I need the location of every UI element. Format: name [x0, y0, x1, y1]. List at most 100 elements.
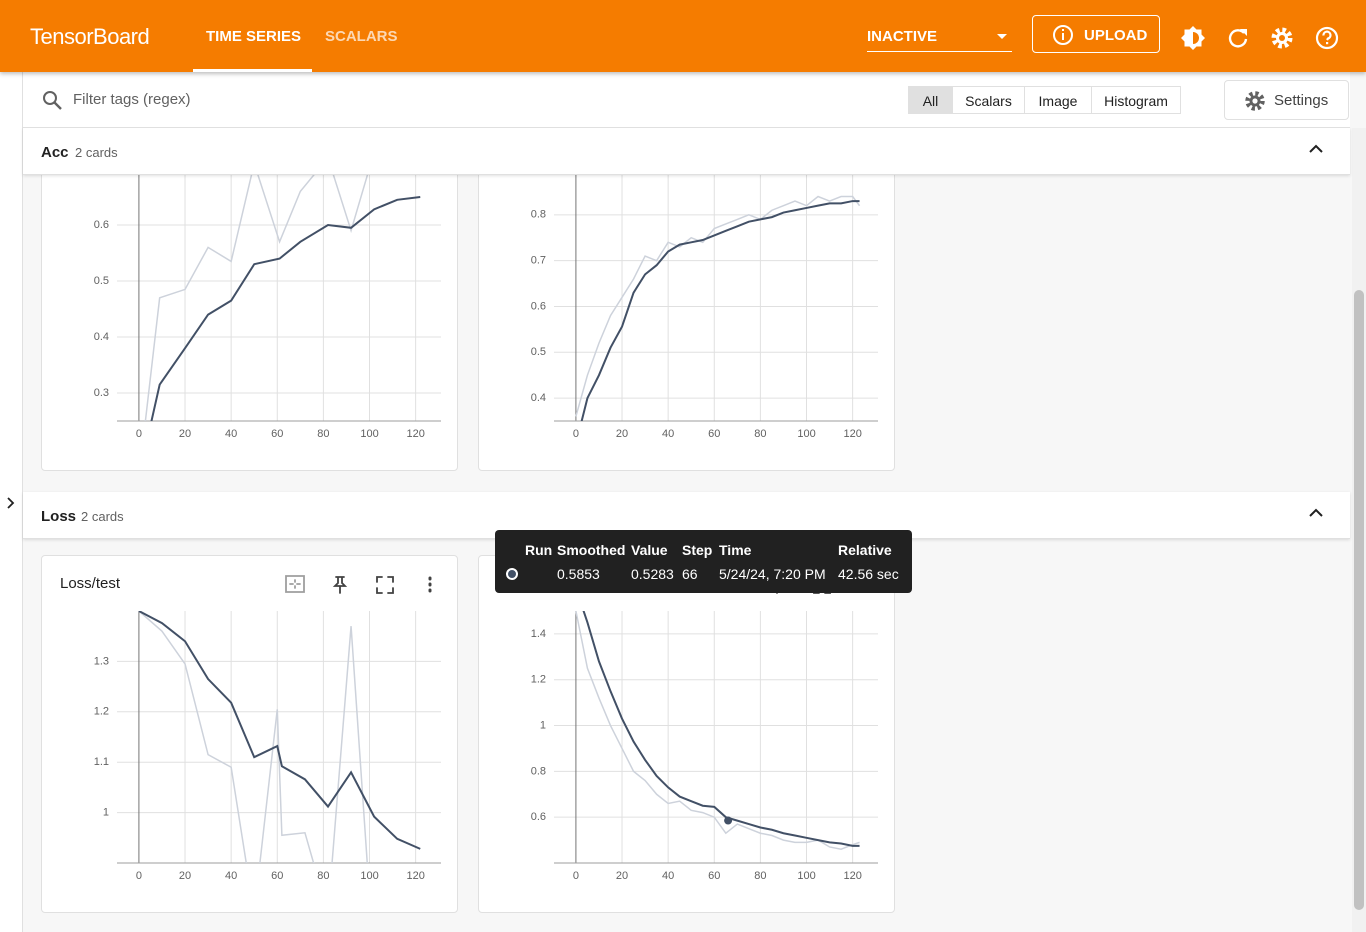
- series-line: [575, 611, 860, 851]
- top-bar: TensorBoard TIME SERIES SCALARS INACTIVE…: [0, 0, 1366, 72]
- y-tick-label: 1: [540, 719, 546, 731]
- tooltip-header: Step: [682, 542, 713, 558]
- tab-indicator: [193, 69, 312, 72]
- x-tick-label: 0: [136, 428, 142, 440]
- upload-text: UPLOAD: [1084, 27, 1148, 44]
- x-tick-label: 40: [225, 428, 237, 440]
- y-tick-label: 1.4: [531, 628, 546, 640]
- settings-icon: [1245, 91, 1265, 111]
- y-tick-label: 1.1: [94, 756, 109, 768]
- y-tick-label: 0.8: [531, 209, 546, 221]
- series-line: [138, 611, 421, 850]
- x-tick-label: 80: [754, 870, 766, 882]
- tab[interactable]: TIME SERIES: [206, 28, 302, 45]
- settings-button[interactable]: Settings: [1224, 80, 1349, 120]
- x-tick-label: 100: [360, 870, 378, 882]
- theme-icon[interactable]: [1180, 25, 1206, 51]
- search-icon: [43, 91, 62, 110]
- run-selector[interactable]: INACTIVE: [867, 24, 1012, 52]
- series-line: [582, 611, 860, 847]
- x-tick-label: 100: [797, 870, 815, 882]
- series-line: [150, 196, 421, 421]
- y-tick-label: 0.6: [94, 219, 109, 231]
- type-toggle[interactable]: Scalars: [952, 86, 1025, 114]
- y-tick-label: 0.8: [531, 765, 546, 777]
- x-tick-label: 20: [616, 870, 628, 882]
- x-tick-label: 80: [317, 870, 329, 882]
- pin-icon[interactable]: [332, 576, 348, 594]
- reload-icon[interactable]: [1226, 26, 1250, 50]
- type-toggle[interactable]: Histogram: [1091, 86, 1181, 114]
- icon-path: [285, 575, 305, 593]
- x-tick-label: 20: [179, 870, 191, 882]
- tooltip-header: Relative: [838, 542, 892, 558]
- info-icon: [1053, 25, 1073, 45]
- y-tick-label: 0.6: [531, 811, 546, 823]
- series-line: [138, 611, 368, 863]
- fit-domain-icon[interactable]: [285, 575, 305, 593]
- icon-path: [332, 576, 348, 594]
- x-tick-label: 120: [843, 870, 861, 882]
- y-tick-label: 0.5: [531, 346, 546, 358]
- filter-input[interactable]: Filter tags (regex): [73, 91, 191, 108]
- y-tick-label: 1.3: [94, 655, 109, 667]
- hover-point: [724, 816, 733, 825]
- x-tick-label: 80: [317, 428, 329, 440]
- x-tick-label: 40: [662, 428, 674, 440]
- chart: Loss/test 1 1.1 1.2 1.3 0 20 40 60 80 100 120: [60, 575, 441, 882]
- tooltip-header: Time: [719, 542, 752, 558]
- y-tick-label: 1.2: [94, 706, 109, 718]
- x-tick-label: 40: [662, 870, 674, 882]
- type-toggle[interactable]: All: [908, 86, 953, 114]
- fullscreen-icon[interactable]: [376, 576, 394, 594]
- run-swatch: [506, 568, 518, 580]
- collapse-icon[interactable]: [1309, 144, 1323, 154]
- y-tick-label: 0.4: [94, 331, 109, 343]
- x-tick-label: 20: [179, 428, 191, 440]
- series-line: [144, 169, 421, 421]
- collapse-icon[interactable]: [1309, 508, 1323, 518]
- tooltip-relative: 42.56 sec: [838, 566, 899, 582]
- dropdown-arrow: [997, 34, 1007, 39]
- y-tick-label: 0.3: [94, 387, 109, 399]
- x-tick-label: 60: [708, 870, 720, 882]
- tooltip-value: 0.5283: [631, 566, 674, 582]
- settings-text: Settings: [1274, 92, 1329, 109]
- series-line: [575, 195, 861, 417]
- tab[interactable]: SCALARS: [325, 28, 398, 45]
- scrollbar-thumb[interactable]: [1354, 290, 1364, 910]
- card-title: Loss/test: [60, 575, 121, 592]
- run-selector-text: INACTIVE: [867, 28, 938, 45]
- icon-path: [376, 576, 394, 594]
- tooltip-step: 66: [682, 566, 698, 582]
- tooltip-header: Smoothed: [557, 542, 626, 558]
- tooltip-time: 5/24/24, 7:20 PM: [719, 566, 826, 582]
- settings-icon[interactable]: [1270, 26, 1294, 50]
- series-line: [580, 200, 860, 421]
- scrollbar[interactable]: [1352, 128, 1366, 932]
- x-tick-label: 120: [843, 428, 861, 440]
- tooltip-smoothed: 0.5853: [557, 566, 600, 582]
- x-tick-label: 120: [406, 870, 424, 882]
- tooltip-header: Run: [525, 542, 553, 558]
- y-tick-label: 0.4: [531, 392, 546, 404]
- tooltip-header: Value: [631, 542, 668, 558]
- x-tick-label: 0: [573, 870, 579, 882]
- group-name: Loss: [41, 508, 77, 525]
- upload-button[interactable]: UPLOAD: [1032, 15, 1160, 53]
- group-name: Acc: [41, 144, 69, 161]
- group-count: 2 cards: [81, 509, 124, 524]
- group-header[interactable]: Acc 2 cards: [23, 128, 1350, 175]
- sidebar-collapsed: [0, 72, 23, 932]
- expand-sidebar[interactable]: [6, 497, 16, 509]
- chart: 0.4 0.5 0.6 0.7 0.8 0 20 40 60 80 100 120: [531, 169, 878, 440]
- help-icon[interactable]: [1315, 26, 1339, 50]
- chart-card: Loss/test 1 1.1 1.2 1.3 0 20 40 60 80 100 120: [41, 555, 458, 913]
- type-toggle[interactable]: Image: [1024, 86, 1092, 114]
- y-tick-label: 1.2: [531, 674, 546, 686]
- x-tick-label: 60: [271, 428, 283, 440]
- group-count: 2 cards: [75, 145, 118, 160]
- x-tick-label: 80: [754, 428, 766, 440]
- x-tick-label: 0: [573, 428, 579, 440]
